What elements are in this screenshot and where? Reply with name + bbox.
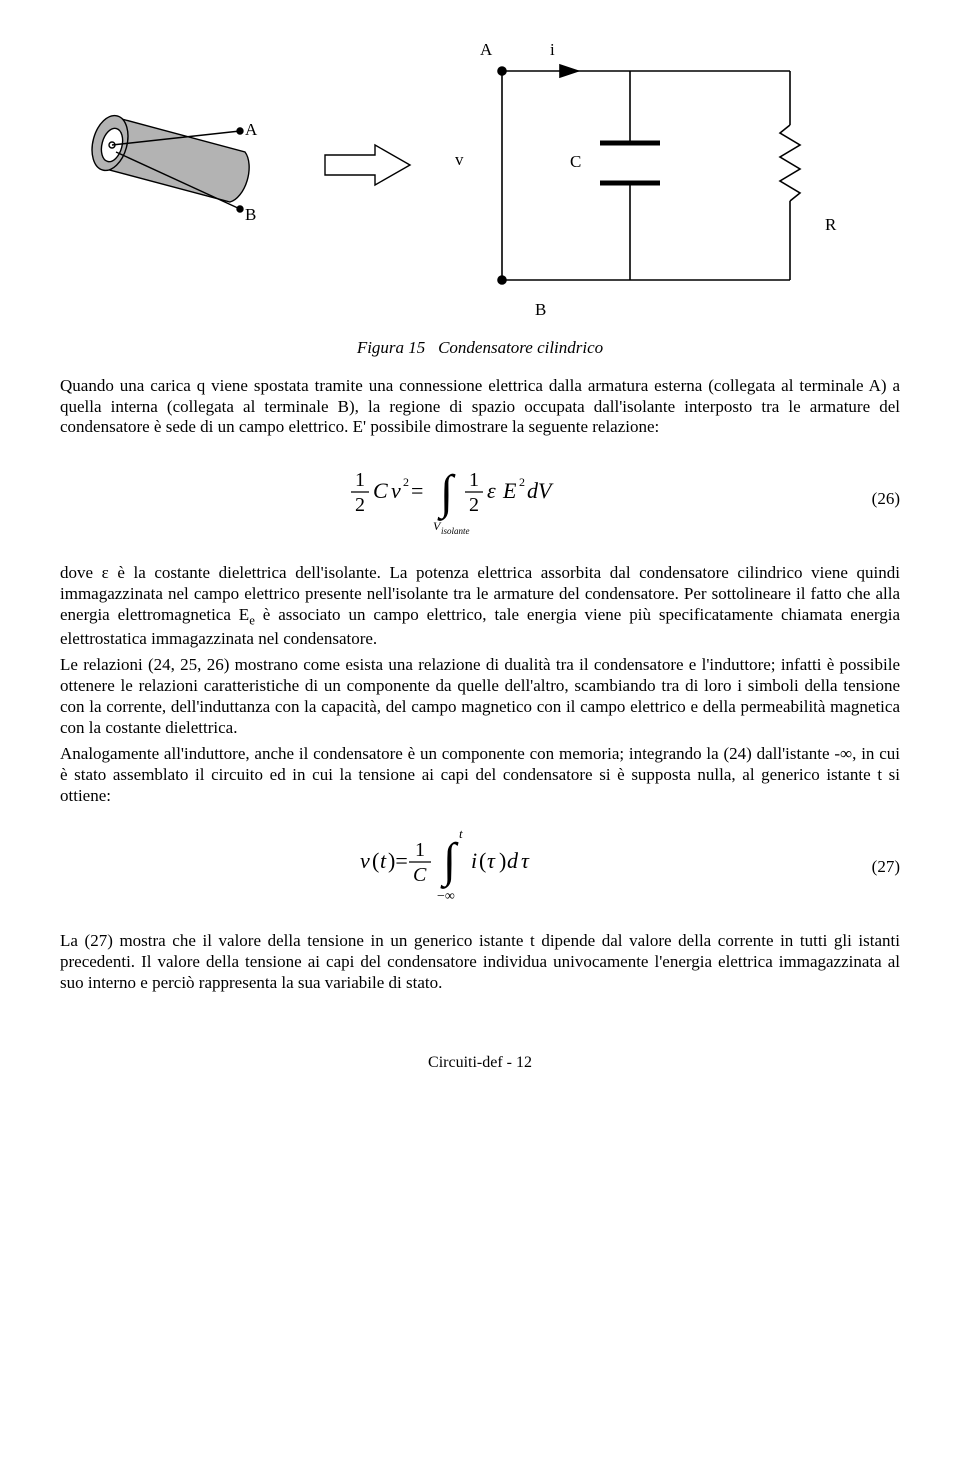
svg-text:E: E: [502, 478, 517, 503]
svg-text:(: (: [372, 848, 379, 873]
figure-15: A i A B v C R B: [60, 40, 900, 330]
svg-text:2: 2: [519, 475, 525, 489]
label-B-bottom: B: [535, 300, 546, 320]
label-v: v: [455, 150, 464, 170]
paragraph-4: Analogamente all'induttore, anche il con…: [60, 744, 900, 806]
svg-text:ε: ε: [487, 478, 496, 503]
arrow-icon: [320, 140, 420, 190]
paragraph-5: La (27) mostra che il valore della tensi…: [60, 931, 900, 993]
paragraph-2: dove ε è la costante dielettrica dell'is…: [60, 563, 900, 649]
svg-text:=: =: [411, 478, 423, 503]
svg-text:∫: ∫: [440, 834, 459, 889]
svg-text:2: 2: [469, 494, 479, 516]
svg-text:(: (: [479, 848, 486, 873]
svg-text:t: t: [459, 826, 463, 841]
svg-text:τ: τ: [487, 848, 496, 873]
svg-text:τ: τ: [521, 848, 530, 873]
svg-text:dV: dV: [527, 478, 554, 503]
svg-text:t: t: [380, 848, 387, 873]
equation-27-svg: v ( t )= 1 C ∫ t −∞ i ( τ ) d τ: [355, 824, 555, 904]
circuit-icon: [480, 55, 820, 295]
svg-text:∫: ∫: [437, 466, 456, 521]
svg-text:v: v: [360, 848, 370, 873]
equation-26: 1 2 C v 2 = ∫ V isolante 1 2 ε E 2: [60, 456, 900, 541]
equation-26-svg: 1 2 C v 2 = ∫ V isolante 1 2 ε E 2: [345, 456, 565, 536]
equation-26-number: (26): [850, 489, 900, 509]
svg-text:)=: )=: [388, 848, 408, 873]
svg-text:C: C: [373, 478, 388, 503]
svg-text:−∞: −∞: [437, 889, 455, 904]
figure-caption-text: Condensatore cilindrico: [438, 338, 603, 357]
svg-text:i: i: [471, 848, 477, 873]
svg-text:d: d: [507, 848, 519, 873]
page-footer: Circuiti-def - 12: [60, 1054, 900, 1072]
svg-text:2: 2: [355, 494, 365, 516]
paragraph-1: Quando una carica q viene spostata trami…: [60, 376, 900, 438]
svg-text:isolante: isolante: [441, 526, 470, 536]
equation-27-number: (27): [850, 857, 900, 877]
paragraph-3: Le relazioni (24, 25, 26) mostrano come …: [60, 655, 900, 738]
svg-text:C: C: [413, 864, 427, 886]
svg-text:1: 1: [415, 839, 425, 861]
svg-text:v: v: [391, 478, 401, 503]
svg-text:1: 1: [469, 469, 479, 491]
svg-text:1: 1: [355, 469, 365, 491]
svg-text:): ): [499, 848, 506, 873]
svg-text:2: 2: [403, 475, 409, 489]
equation-27: v ( t )= 1 C ∫ t −∞ i ( τ ) d τ (27: [60, 824, 900, 909]
label-R: R: [825, 215, 836, 235]
cylinder-icon: [90, 90, 280, 230]
figure-caption-lead: Figura 15: [357, 338, 425, 357]
figure-caption: Figura 15 Condensatore cilindrico: [60, 338, 900, 358]
